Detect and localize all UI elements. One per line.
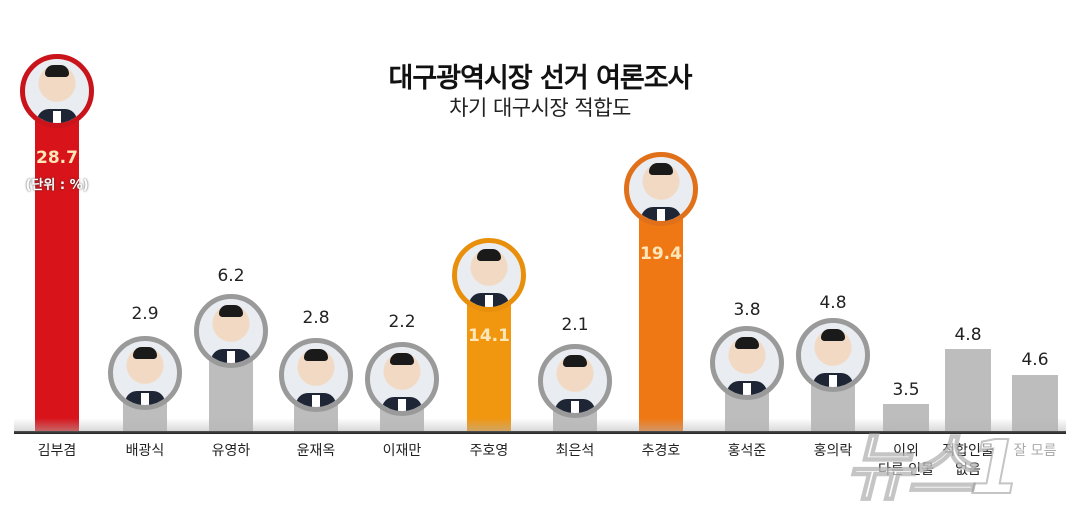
candidate-photo — [279, 338, 353, 412]
candidate-photo — [20, 54, 94, 128]
category-label: 이외 다른 인물 — [878, 443, 934, 478]
candidate-photo — [624, 152, 698, 226]
value-label: 2.1 — [561, 315, 589, 335]
value-label: 2.2 — [388, 312, 416, 332]
value-label: 4.6 — [1021, 350, 1049, 370]
candidate-photo — [796, 318, 870, 392]
category-label: 이재만 — [382, 443, 422, 459]
bar-12 — [945, 349, 991, 431]
category-label: 최은석 — [555, 443, 595, 459]
category-label: 잘 모름 — [1013, 443, 1057, 459]
category-label: 윤재옥 — [296, 443, 336, 459]
candidate-photo — [710, 326, 784, 400]
unit-note: (단위 : %) — [25, 178, 89, 193]
chart-subtitle: 차기 대구시장 적합도 — [449, 96, 631, 120]
value-label: 3.8 — [733, 300, 761, 320]
candidate-photo — [194, 294, 268, 368]
category-label: 배광식 — [125, 443, 165, 459]
bar-8 — [639, 210, 683, 431]
value-label: 2.8 — [302, 308, 330, 328]
category-label: 홍석준 — [727, 443, 767, 459]
value-label: 3.5 — [892, 380, 920, 400]
value-label: 14.1 — [468, 326, 510, 346]
category-label: 홍의락 — [813, 443, 853, 459]
value-label: 28.7 — [36, 148, 78, 168]
value-label: 4.8 — [954, 325, 982, 345]
value-label: 2.9 — [131, 304, 159, 324]
category-label: 추경호 — [641, 443, 681, 459]
category-label: 적합인물 없음 — [942, 443, 994, 478]
x-axis-baseline — [14, 431, 1066, 434]
value-label: 6.2 — [217, 266, 245, 286]
value-label: 4.8 — [819, 293, 847, 313]
value-label: 19.4 — [640, 244, 682, 264]
candidate-photo — [538, 344, 612, 418]
candidate-photo — [452, 238, 526, 312]
chart-title: 대구광역시장 선거 여론조사 — [388, 63, 693, 94]
baseline-shadow — [14, 418, 1066, 431]
bar-6 — [467, 300, 511, 431]
category-label: 유영하 — [211, 443, 251, 459]
bar-1 — [35, 100, 79, 431]
category-label: 주호영 — [469, 443, 509, 459]
candidate-photo — [365, 342, 439, 416]
news1-watermark: 뉴스1 — [844, 424, 1022, 512]
candidate-photo — [108, 336, 182, 410]
category-label: 김부겸 — [37, 443, 77, 459]
